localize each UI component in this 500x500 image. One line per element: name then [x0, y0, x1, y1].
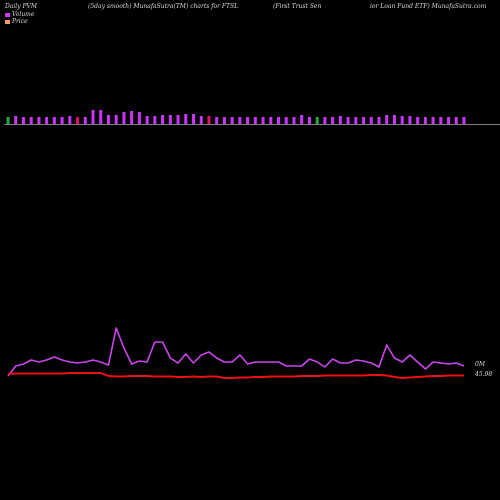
volume-bar — [269, 117, 273, 124]
volume-bar — [21, 117, 25, 124]
volume-bar — [168, 115, 172, 124]
volume-bar — [454, 117, 458, 124]
volume-bar — [385, 115, 389, 124]
volume-bar — [145, 116, 149, 124]
volume-bar — [207, 116, 211, 124]
legend-volume-label: Volume — [12, 11, 35, 18]
volume-bar — [76, 117, 80, 124]
volume-bar — [52, 117, 56, 124]
volume-bar — [191, 114, 195, 124]
volume-bar — [246, 117, 250, 124]
volume-bar — [292, 117, 296, 124]
volume-bar — [137, 112, 141, 124]
volume-bar — [416, 117, 420, 124]
chart-header-right-a: (First Trust Sen — [273, 3, 322, 10]
chart-header-left: Daily PVM — [5, 3, 38, 10]
volume-bar — [261, 117, 265, 124]
volume-bar — [45, 117, 49, 124]
volume-bar — [323, 117, 327, 124]
volume-bar — [29, 117, 33, 124]
volume-line — [7, 327, 465, 377]
volume-bar — [6, 117, 10, 124]
volume-bar — [199, 116, 203, 124]
legend-price-label: Price — [12, 18, 28, 25]
volume-bar — [362, 117, 366, 124]
volume-bar — [462, 117, 466, 124]
volume-bar — [346, 117, 350, 124]
volume-bar — [37, 117, 41, 124]
volume-bar — [315, 117, 319, 124]
volume-bar — [176, 115, 180, 124]
volume-bar — [400, 116, 404, 124]
volume-bar — [284, 117, 288, 124]
volume-bar — [238, 117, 242, 124]
volume-bar — [99, 110, 103, 124]
volume-bar — [14, 116, 18, 124]
volume-bar — [377, 117, 381, 124]
volume-bar — [423, 117, 427, 124]
price-line — [7, 372, 464, 379]
volume-bar — [222, 117, 226, 124]
volume-bar — [91, 110, 95, 124]
price-axis-label: 45.98 — [474, 371, 492, 378]
volume-bar — [307, 117, 311, 124]
volume-bar — [392, 115, 396, 124]
legend-price: Price — [5, 18, 28, 25]
volume-bar — [431, 117, 435, 124]
volume-bar — [83, 117, 87, 124]
volume-bar — [215, 117, 219, 124]
volume-bar — [130, 111, 134, 124]
chart-header-right-b: ior Loan Fund ETF) MunafaSutra.com — [370, 3, 487, 10]
volume-bar — [114, 115, 118, 124]
volume-bar — [354, 117, 358, 124]
legend-price-swatch — [5, 19, 10, 24]
volume-bar — [447, 117, 451, 124]
volume-bar — [230, 117, 234, 124]
legend-volume-swatch — [5, 12, 10, 17]
volume-bar — [331, 117, 335, 124]
volume-bar — [106, 115, 110, 124]
volume-bar — [184, 114, 188, 124]
volume-bar — [439, 117, 443, 124]
volume-bar — [60, 117, 64, 124]
volume-bar — [338, 116, 342, 124]
volume-bar — [369, 117, 373, 124]
volume-bar — [408, 116, 412, 124]
volume-bar — [253, 117, 257, 124]
volume-bar — [300, 115, 304, 124]
volume-bar — [161, 115, 165, 124]
volume-bar — [153, 116, 157, 124]
volume-bar — [68, 116, 72, 124]
volume-axis-label: 0M — [475, 361, 486, 368]
volume-bar — [277, 117, 281, 124]
legend-volume: Volume — [5, 11, 34, 18]
chart-header-middle: (5day smooth) MunafaSutra(TM) charts for… — [88, 3, 239, 10]
volume-bar — [122, 112, 126, 124]
